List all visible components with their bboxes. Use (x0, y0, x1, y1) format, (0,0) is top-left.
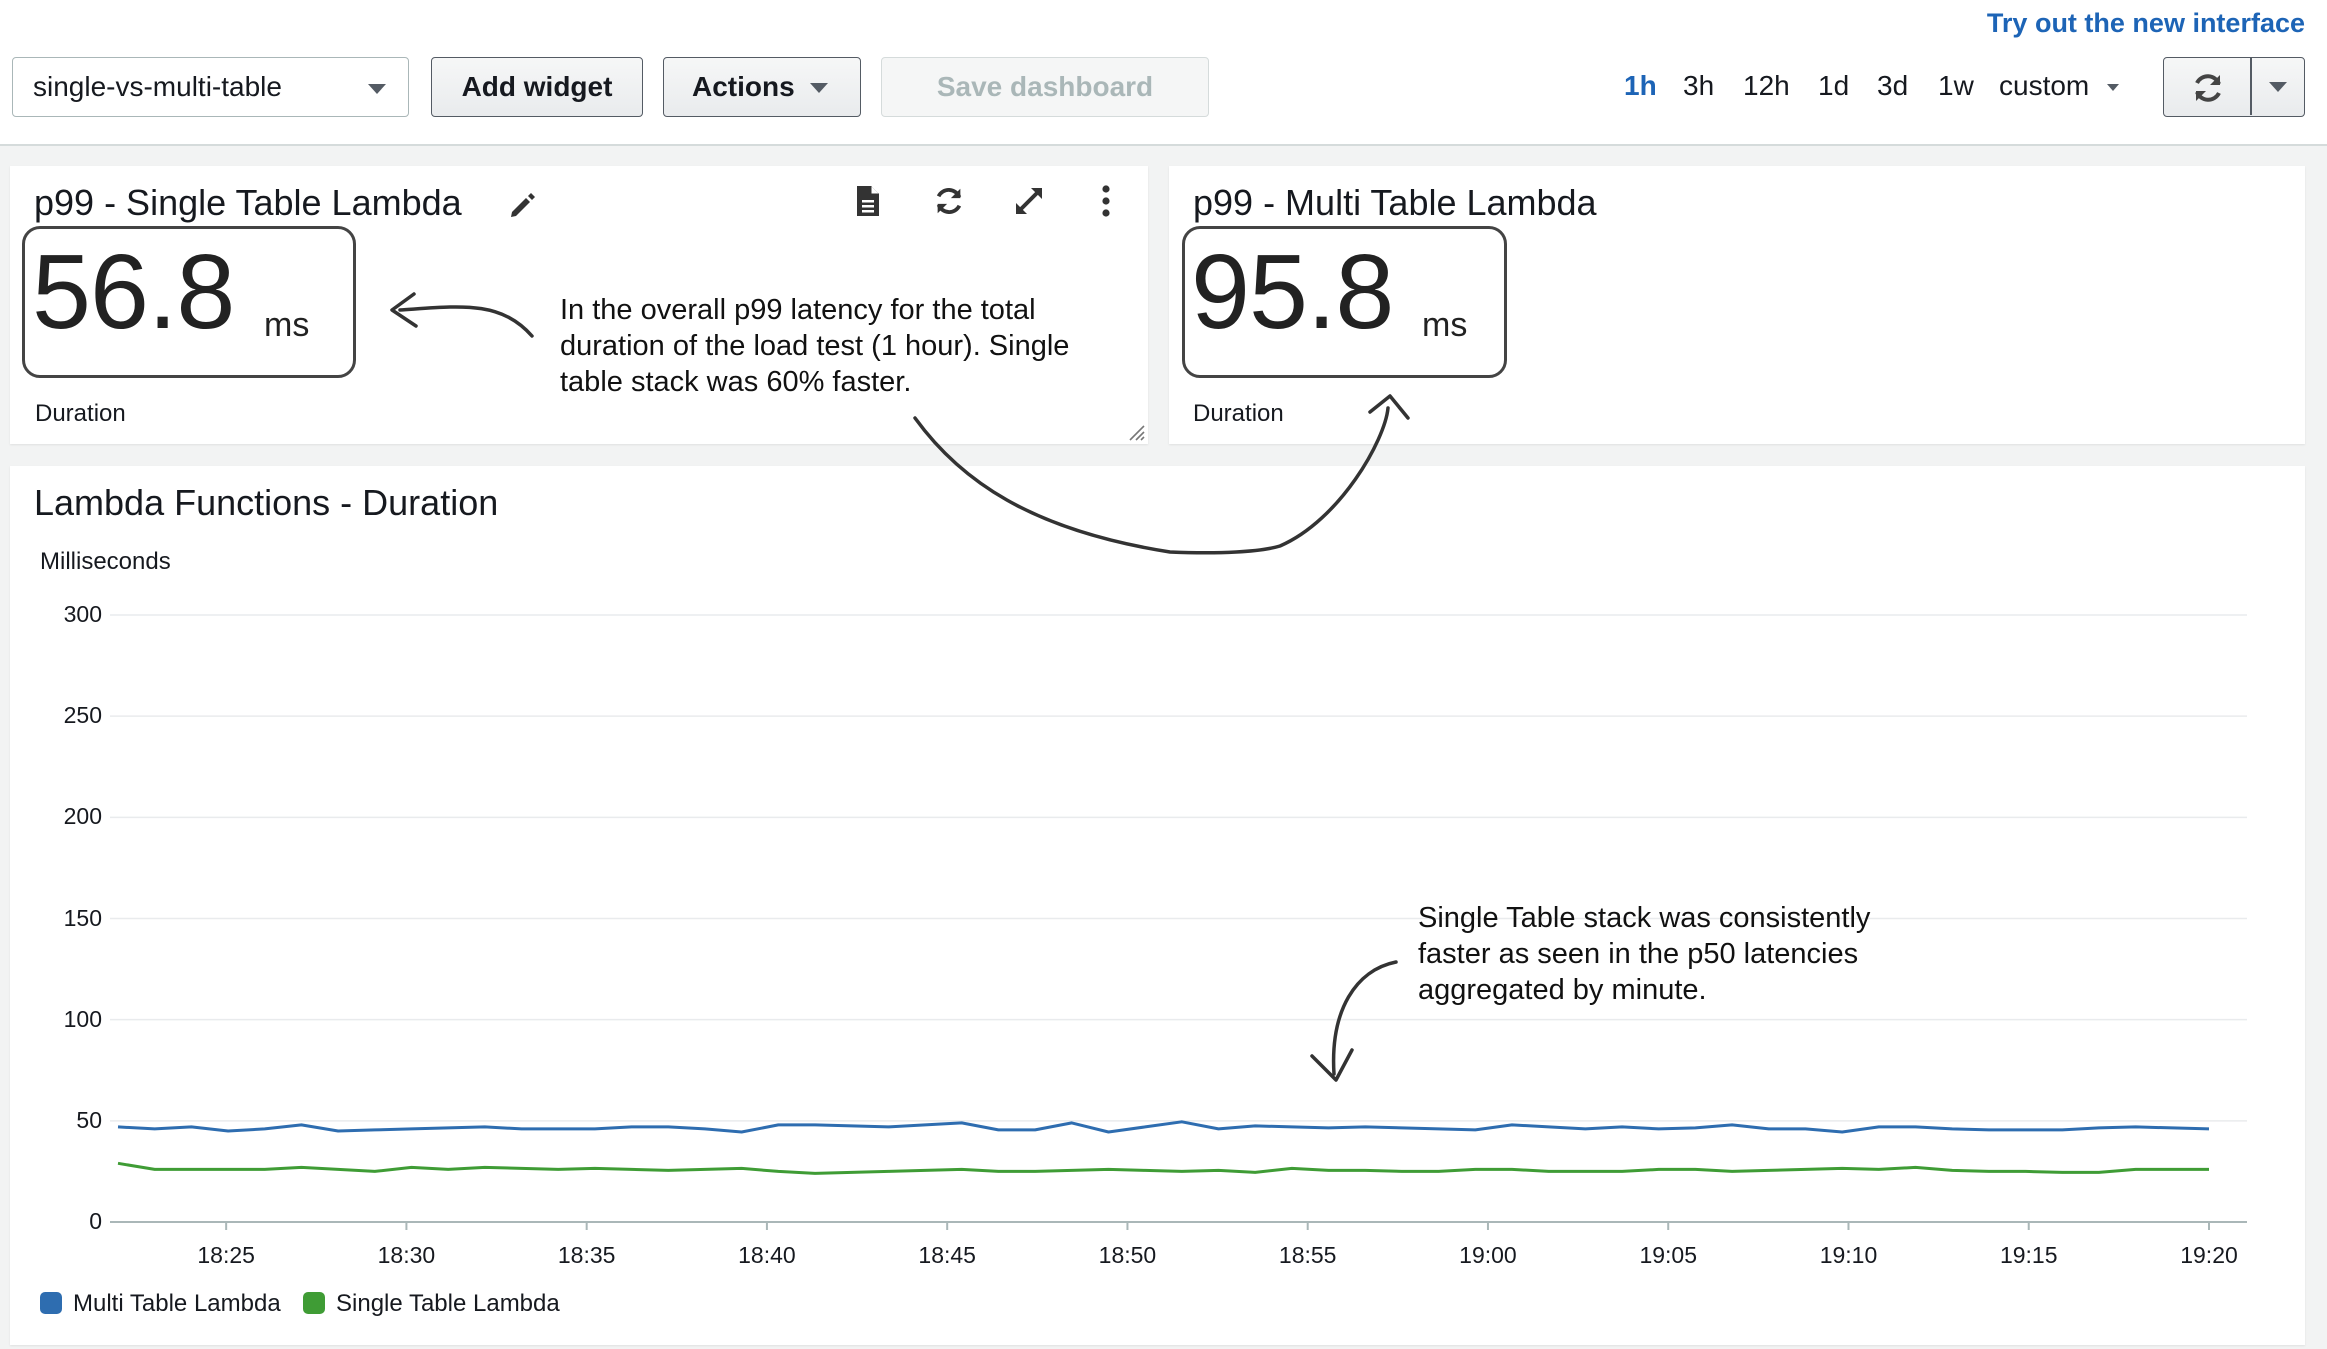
x-tick-label: 18:55 (1278, 1242, 1337, 1268)
y-tick-label: 100 (63, 1005, 102, 1032)
p99-unit: ms (264, 306, 310, 344)
edit-pencil-icon[interactable] (506, 188, 538, 225)
legend-item-multi[interactable]: Multi Table Lambda (40, 1290, 281, 1318)
y-tick-label: 300 (63, 601, 102, 627)
annotation-line: Single Table stack was consistently (1418, 902, 1871, 934)
try-new-interface-link[interactable]: Try out the new interface (1986, 8, 2305, 38)
x-tick-label: 19:10 (1819, 1242, 1878, 1268)
range-12h[interactable]: 12h (1743, 70, 1790, 101)
caret-down-icon (2107, 84, 2120, 91)
x-tick-label: 18:40 (738, 1242, 796, 1268)
range-1h[interactable]: 1h (1624, 70, 1657, 101)
annotation-line: duration of the load test (1 hour). Sing… (560, 330, 1070, 362)
refresh-icon[interactable] (932, 184, 966, 223)
x-tick-label: 18:30 (377, 1242, 436, 1268)
dashboard-select-value: single-vs-multi-table (33, 71, 282, 102)
x-tick-label: 18:45 (918, 1242, 976, 1268)
p50-annotation: Single Table stack was consistently fast… (1418, 900, 1870, 1008)
dashboard-select[interactable]: single-vs-multi-table (12, 57, 409, 117)
legend-swatch (40, 1292, 62, 1314)
add-widget-label: Add widget (461, 71, 613, 102)
legend-item-single[interactable]: Single Table Lambda (303, 1290, 560, 1318)
p99-unit: ms (1422, 306, 1468, 344)
value-box (1182, 226, 1507, 378)
metric-label: Duration (35, 400, 126, 427)
widget-title: p99 - Single Table Lambda (34, 182, 462, 223)
y-tick-label: 200 (63, 803, 102, 830)
y-tick-label: 250 (63, 702, 102, 729)
range-1w[interactable]: 1w (1938, 70, 1974, 101)
x-tick-label: 18:25 (197, 1242, 255, 1268)
save-dashboard-button[interactable]: Save dashboard (881, 57, 1209, 117)
y-tick-label: 150 (63, 904, 102, 931)
refresh-group (2163, 57, 2305, 117)
widget-single-table: p99 - Single Table Lambda (10, 166, 1148, 444)
x-tick-label: 19:00 (1459, 1242, 1517, 1268)
range-3h[interactable]: 3h (1683, 70, 1715, 101)
annotation-line: aggregated by minute. (1418, 974, 1707, 1006)
dashboard-toolbar: Try out the new interface single-vs-mult… (0, 0, 2327, 146)
document-icon[interactable] (852, 184, 884, 223)
y-axis-label: Milliseconds (40, 548, 171, 575)
x-tick-label: 19:05 (1639, 1242, 1697, 1268)
p99-value: 95.8 (1191, 233, 1394, 351)
legend-swatch (303, 1292, 325, 1314)
range-3d[interactable]: 3d (1877, 70, 1909, 101)
graph-title: Lambda Functions - Duration (34, 482, 499, 523)
range-1d[interactable]: 1d (1818, 70, 1850, 101)
p99-value: 56.8 (32, 233, 235, 351)
more-options-icon[interactable] (1100, 184, 1112, 223)
refresh-options-chevron-icon[interactable] (2269, 82, 2287, 92)
annotation-line: faster as seen in the p50 latencies (1418, 938, 1859, 970)
legend-label: Multi Table Lambda (73, 1290, 281, 1317)
chevron-down-icon (368, 84, 386, 94)
y-tick-label: 0 (89, 1208, 102, 1234)
chevron-down-icon (810, 83, 828, 93)
x-tick-label: 18:35 (557, 1242, 616, 1268)
actions-label: Actions (692, 71, 795, 102)
widget-multi-table: p99 - Multi Table Lambda 95.8 ms Duratio… (1169, 166, 2305, 444)
overall-annotation: In the overall p99 latency for the total… (560, 292, 1069, 400)
annotation-line: table stack was 60% faster. (560, 366, 912, 398)
legend-label: Single Table Lambda (336, 1290, 560, 1317)
widget-duration-graph: Lambda Functions - Duration Milliseconds (10, 466, 2305, 1345)
value-box (22, 226, 356, 378)
series-line-single[interactable] (117, 1161, 2209, 1175)
save-dashboard-label: Save dashboard (936, 71, 1154, 102)
x-tick-label: 18:50 (1098, 1242, 1157, 1268)
y-tick-label: 50 (76, 1106, 102, 1133)
expand-icon[interactable] (1012, 184, 1046, 223)
range-custom-label: custom (1999, 70, 2090, 101)
annotation-line: In the overall p99 latency for the total (560, 294, 1036, 326)
widget-title: p99 - Multi Table Lambda (1193, 182, 1597, 223)
add-widget-button[interactable]: Add widget (431, 57, 643, 117)
actions-button[interactable]: Actions (663, 57, 861, 117)
series-line-multi[interactable] (117, 1120, 2210, 1134)
refresh-icon[interactable] (2190, 70, 2226, 111)
x-tick-label: 19:20 (2180, 1242, 2238, 1268)
range-custom[interactable]: custom (1999, 70, 2120, 102)
x-tick-label: 19:15 (1999, 1242, 2058, 1268)
